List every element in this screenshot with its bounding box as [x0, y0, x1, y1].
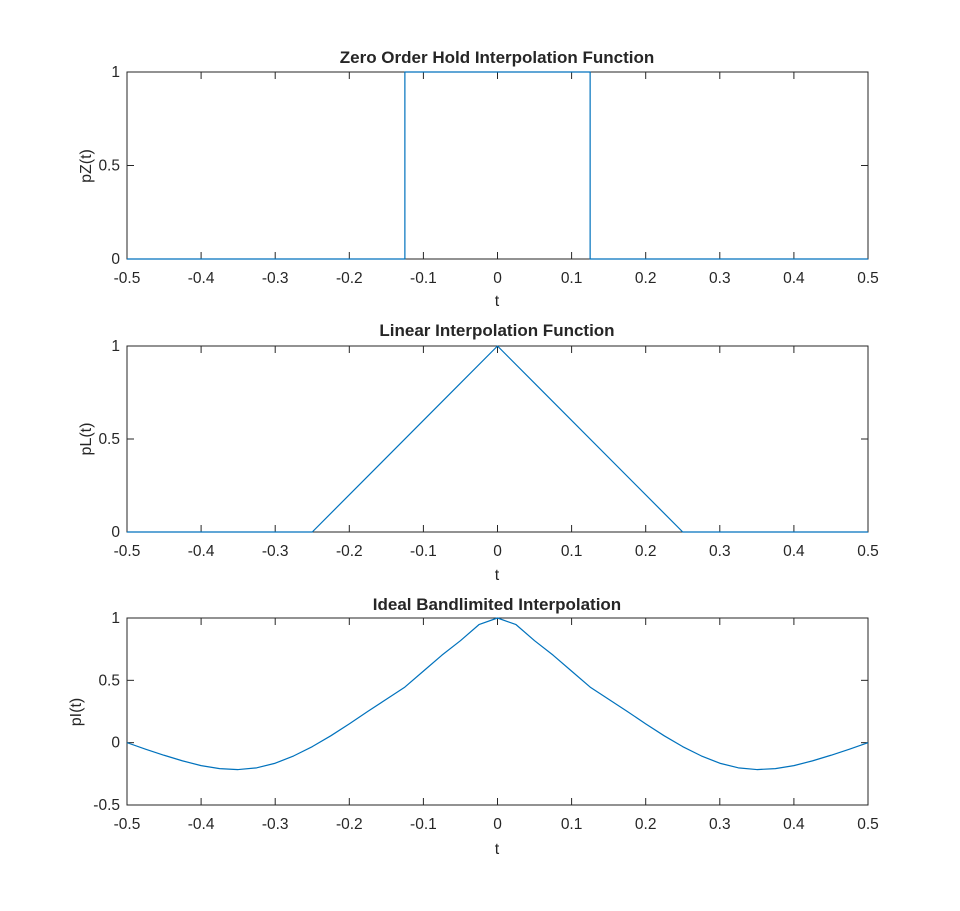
chart-title: Ideal Bandlimited Interpolation — [373, 595, 621, 614]
x-tick-label: -0.1 — [410, 543, 437, 560]
plot-area: -0.5 -0.4 -0.3 -0.2 -0.1 0 0.1 0.2 0.3 0.4 0.5 0 0.5… — [98, 338, 878, 560]
x-tick-label: 0.2 — [635, 543, 657, 560]
subplot-linear: Linear Interpolation Function pL(t) t -0… — [78, 321, 879, 584]
y-tick-label: 1 — [111, 64, 120, 81]
y-tick-label: 0 — [111, 735, 120, 752]
x-tick-label: 0 — [493, 543, 502, 560]
x-tick-label: 0.3 — [709, 270, 731, 287]
x-tick-label: 0.1 — [561, 816, 583, 833]
x-tick-label: 0.1 — [561, 543, 583, 560]
y-tick-label: 0.5 — [98, 158, 120, 175]
plot-area: -0.5 -0.4 -0.3 -0.2 -0.1 0 0.1 0.2 0.3 0.4 0.5 -0.5… — [93, 610, 879, 833]
y-axis-label: pL(t) — [78, 423, 95, 456]
x-axis-label: t — [495, 567, 500, 584]
series-line — [127, 71, 868, 260]
subplot-ideal-bandlimited: Ideal Bandlimited Interpolation pI(t) t … — [68, 595, 879, 858]
x-tick-label: -0.5 — [114, 270, 141, 287]
y-tick-label: 0 — [111, 524, 120, 541]
axes-box — [126, 345, 869, 533]
y-tick-label: 1 — [111, 338, 120, 355]
x-tick-label: -0.2 — [336, 543, 363, 560]
y-tick-label: 0.5 — [98, 672, 120, 689]
subplot-zero-order-hold: Zero Order Hold Interpolation Function p… — [78, 48, 879, 310]
x-tick-label: 0.5 — [857, 543, 879, 560]
x-tick-label: -0.2 — [336, 816, 363, 833]
axes-box — [126, 71, 869, 260]
x-tick-label: -0.4 — [188, 816, 215, 833]
x-tick-label: -0.3 — [262, 543, 289, 560]
series-line — [127, 345, 868, 533]
axes-box — [126, 617, 869, 806]
y-tick-label: -0.5 — [93, 797, 120, 814]
x-tick-label: -0.1 — [410, 270, 437, 287]
x-tick-label: 0.5 — [857, 270, 879, 287]
x-tick-label: 0 — [493, 270, 502, 287]
x-tick-label: -0.5 — [114, 816, 141, 833]
x-axis-label: t — [495, 293, 500, 310]
x-tick-label: -0.5 — [114, 543, 141, 560]
x-tick-label: -0.4 — [188, 543, 215, 560]
x-tick-label: -0.2 — [336, 270, 363, 287]
x-axis-label: t — [495, 841, 500, 858]
x-tick-label: -0.3 — [262, 270, 289, 287]
x-tick-label: 0.4 — [783, 270, 805, 287]
x-tick-label: 0.5 — [857, 816, 879, 833]
y-axis-label: pZ(t) — [78, 149, 95, 183]
chart-title: Linear Interpolation Function — [379, 321, 614, 340]
x-tick-label: 0.3 — [709, 543, 731, 560]
x-tick-label: 0.2 — [635, 270, 657, 287]
y-tick-label: 0.5 — [98, 431, 120, 448]
x-tick-label: -0.3 — [262, 816, 289, 833]
x-tick-label: 0 — [493, 816, 502, 833]
chart-title: Zero Order Hold Interpolation Function — [340, 48, 655, 67]
series-line — [126, 617, 869, 771]
x-tick-label: 0.4 — [783, 543, 805, 560]
x-tick-label: 0.1 — [561, 270, 583, 287]
x-tick-label: 0.3 — [709, 816, 731, 833]
x-tick-label: 0.2 — [635, 816, 657, 833]
x-tick-label: -0.1 — [410, 816, 437, 833]
plot-area: -0.5 -0.4 -0.3 -0.2 -0.1 0 0.1 0.2 0.3 0.4 0.5 0 0.5… — [98, 64, 878, 287]
y-tick-label: 1 — [111, 610, 120, 627]
y-axis-label: pI(t) — [68, 698, 85, 726]
x-tick-label: -0.4 — [188, 270, 215, 287]
x-tick-label: 0.4 — [783, 816, 805, 833]
y-tick-label: 0 — [111, 251, 120, 268]
